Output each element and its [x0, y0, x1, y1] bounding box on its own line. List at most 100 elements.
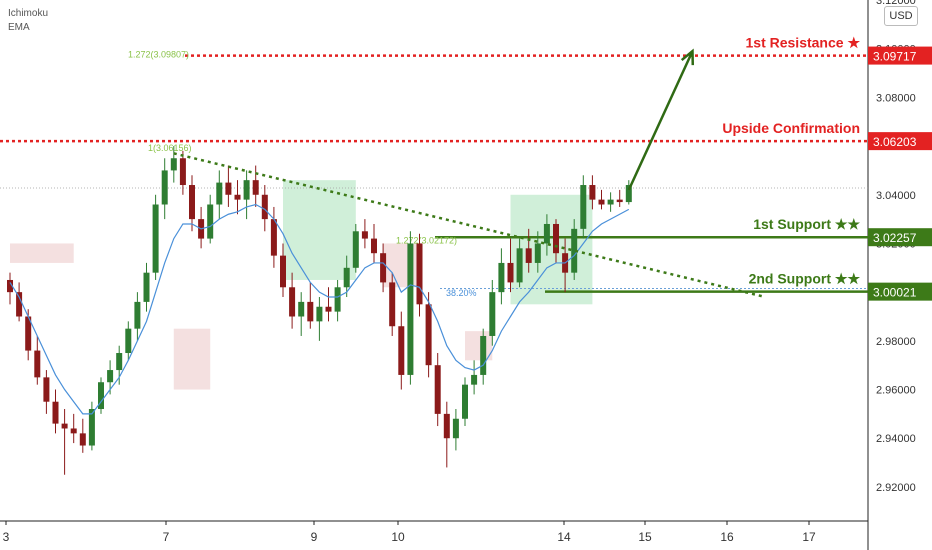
candle-body — [79, 433, 86, 446]
fib-label: 1(3.06156) — [148, 143, 192, 153]
x-tick-label: 16 — [720, 530, 734, 544]
candle-body — [389, 282, 396, 327]
price-tag — [868, 46, 932, 65]
candle-body — [143, 272, 150, 302]
price-tag — [868, 228, 932, 247]
candle-body — [598, 199, 605, 205]
candle-body — [616, 199, 623, 203]
projection-arrowhead — [680, 48, 695, 66]
x-tick-label: 9 — [311, 530, 318, 544]
candle-body — [61, 423, 68, 429]
candle-body — [207, 204, 214, 239]
candle-body — [43, 377, 50, 402]
y-tick-label: 3.12000 — [876, 0, 916, 7]
x-tick-label: 10 — [391, 530, 405, 544]
price-tag-label: 3.09717 — [873, 50, 917, 64]
candle-body — [216, 182, 223, 205]
indicator-label-ema[interactable]: EMA — [8, 22, 30, 33]
candle-body — [589, 185, 596, 200]
candle-body — [270, 219, 277, 256]
candle-body — [7, 279, 13, 293]
candle-body — [361, 231, 368, 239]
candle-body — [179, 158, 186, 186]
candle-body — [452, 418, 459, 439]
level-label: Upside Confirmation — [722, 120, 860, 136]
level-label: 1st Resistance ★ — [746, 35, 861, 51]
candle-body — [225, 182, 232, 195]
candle-body — [252, 180, 259, 195]
plot-area — [0, 0, 868, 521]
price-tag — [868, 132, 932, 151]
candle-body — [380, 253, 387, 283]
candle-body — [543, 223, 550, 244]
y-tick-label: 2.94000 — [876, 433, 916, 445]
candle-body — [398, 326, 405, 375]
price-tag-label: 3.02257 — [873, 231, 917, 245]
candle-body — [625, 185, 632, 203]
candle-body — [407, 243, 414, 375]
candle-body — [298, 301, 305, 317]
candle-body — [161, 170, 168, 205]
candle-body — [280, 255, 286, 288]
currency-button[interactable]: USD — [884, 6, 918, 26]
candle-body — [425, 304, 432, 366]
y-tick-label: 2.92000 — [876, 482, 916, 494]
candle-body — [261, 194, 268, 220]
candle-body — [16, 292, 23, 317]
fib-label: 1.272(3.09807) — [128, 49, 189, 59]
x-tick-label: 17 — [802, 530, 816, 544]
candle-body — [170, 158, 177, 171]
candle-body — [525, 248, 532, 263]
ichimoku-cloud-segment — [173, 328, 211, 390]
price-tag-label: 3.00021 — [873, 286, 917, 300]
candle-body — [507, 262, 514, 283]
candle-body — [88, 409, 95, 446]
candle-body — [443, 413, 450, 439]
x-tick-label: 7 — [163, 530, 170, 544]
candle-body — [471, 374, 478, 385]
ichimoku-cloud-segment — [10, 243, 74, 263]
ichimoku-cloud-segment — [383, 243, 420, 288]
candle-body — [289, 287, 296, 317]
candle-body — [98, 382, 104, 410]
y-tick-label: 3.04000 — [876, 190, 916, 202]
ichimoku-cloud-segment — [465, 331, 493, 361]
candle-body — [343, 267, 350, 288]
candle-body — [553, 223, 559, 254]
candle-body — [416, 243, 423, 305]
candle-body — [334, 287, 341, 312]
candle-body — [434, 365, 441, 414]
candle-body — [152, 204, 159, 273]
x-tick-label: 15 — [638, 530, 652, 544]
indicator-label-ichimoku[interactable]: Ichimoku — [8, 8, 49, 19]
ema-line — [9, 203, 630, 415]
candle-body — [580, 185, 587, 229]
y-tick-label: 2.98000 — [876, 336, 916, 348]
y-tick-label: 2.96000 — [876, 385, 916, 397]
projection-arrow — [627, 50, 694, 191]
price-tag — [868, 282, 932, 301]
candle-body — [371, 238, 377, 254]
ichimoku-cloud-segment — [283, 180, 356, 280]
candle-body — [498, 262, 505, 293]
candle-body — [534, 243, 541, 263]
candle-body — [52, 401, 59, 424]
fib-label: 38.20% — [446, 288, 477, 298]
candle-body — [325, 306, 332, 312]
candle-body — [234, 194, 241, 200]
candle-body — [125, 328, 132, 354]
x-tick-label: 14 — [557, 530, 571, 544]
fib-label: 1.272(3.02172) — [396, 235, 457, 245]
candle-body — [462, 384, 468, 419]
candle-body — [116, 353, 123, 371]
level-label: 1st Support ★★ — [753, 216, 860, 232]
candle-body — [480, 335, 487, 375]
candle-body — [316, 306, 323, 322]
price-tag-label: 3.06203 — [873, 135, 917, 149]
candle-body — [107, 370, 114, 383]
candle-body — [189, 185, 195, 220]
candle-body — [25, 316, 32, 351]
candle-body — [516, 248, 523, 283]
level-label: 2nd Support ★★ — [749, 271, 861, 287]
